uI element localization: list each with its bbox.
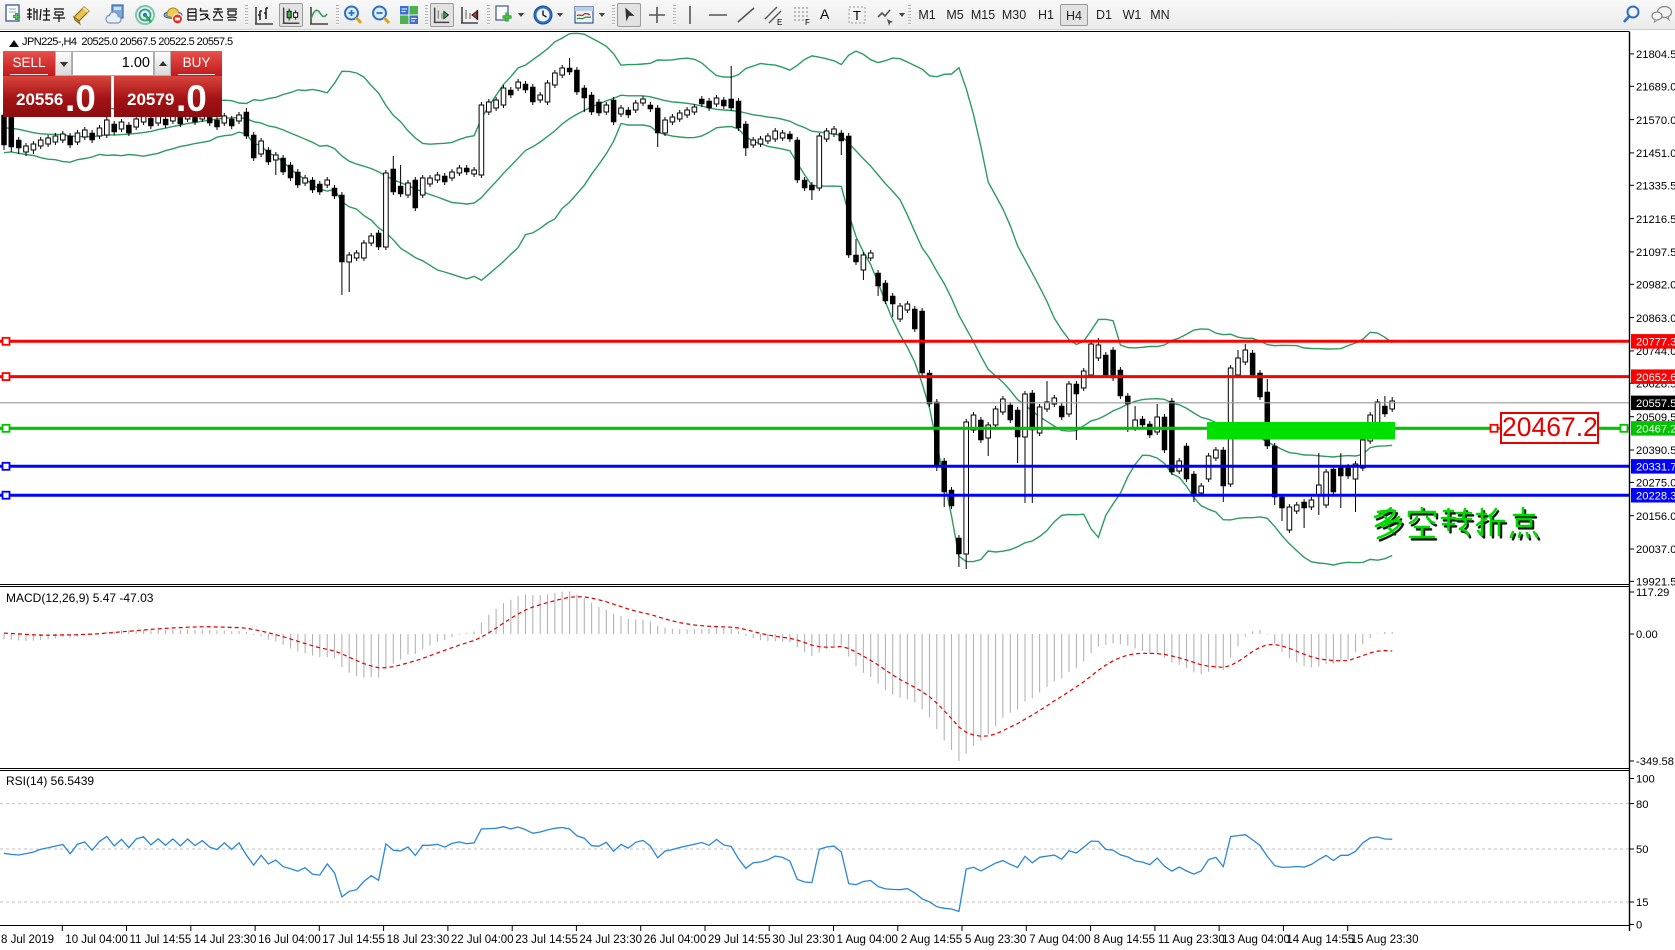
svg-text:22 Jul 04:00: 22 Jul 04:00: [451, 934, 514, 946]
svg-text:20156.0: 20156.0: [1636, 511, 1675, 523]
svg-text:20331.7: 20331.7: [1636, 462, 1675, 474]
svg-text:1 Aug 04:00: 1 Aug 04:00: [837, 934, 898, 946]
svg-text:50: 50: [1636, 844, 1648, 856]
svg-text:20037.0: 20037.0: [1636, 544, 1675, 556]
svg-text:14 Jul 23:30: 14 Jul 23:30: [194, 934, 257, 946]
svg-text:80: 80: [1636, 799, 1648, 811]
svg-text:117.29: 117.29: [1636, 587, 1669, 599]
svg-text:21689.0: 21689.0: [1636, 82, 1675, 94]
svg-text:16 Jul 04:00: 16 Jul 04:00: [258, 934, 321, 946]
svg-text:26 Jul 04:00: 26 Jul 04:00: [644, 934, 707, 946]
svg-text:21804.5: 21804.5: [1636, 49, 1675, 61]
svg-text:21335.5: 21335.5: [1636, 181, 1675, 193]
svg-text:-349.58: -349.58: [1636, 756, 1674, 768]
svg-text:15 Aug 23:30: 15 Aug 23:30: [1351, 934, 1419, 946]
svg-text:5 Aug 23:30: 5 Aug 23:30: [965, 934, 1026, 946]
svg-text:20228.3: 20228.3: [1636, 490, 1675, 502]
svg-text:24 Jul 23:30: 24 Jul 23:30: [579, 934, 642, 946]
svg-text:20557.5: 20557.5: [1636, 398, 1675, 410]
svg-text:20509.5: 20509.5: [1636, 412, 1675, 424]
svg-text:30 Jul 23:30: 30 Jul 23:30: [772, 934, 835, 946]
svg-text:20777.3: 20777.3: [1636, 337, 1675, 349]
svg-text:20652.6: 20652.6: [1636, 372, 1675, 384]
svg-text:15: 15: [1636, 897, 1648, 909]
svg-text:20390.5: 20390.5: [1636, 445, 1675, 457]
svg-text:20275.0: 20275.0: [1636, 478, 1675, 490]
svg-text:20467.2: 20467.2: [1636, 424, 1675, 436]
svg-text:23 Jul 14:55: 23 Jul 14:55: [515, 934, 578, 946]
svg-text:29 Jul 14:55: 29 Jul 14:55: [708, 934, 771, 946]
svg-text:21451.0: 21451.0: [1636, 148, 1675, 160]
svg-text:7 Aug 04:00: 7 Aug 04:00: [1029, 934, 1090, 946]
svg-text:11 Jul 14:55: 11 Jul 14:55: [130, 934, 192, 946]
svg-text:13 Aug 04:00: 13 Aug 04:00: [1222, 934, 1290, 946]
svg-text:E: E: [777, 18, 782, 27]
svg-text:F: F: [805, 18, 810, 27]
svg-text:10 Jul 04:00: 10 Jul 04:00: [65, 934, 128, 946]
svg-text:19921.5: 19921.5: [1636, 577, 1675, 589]
svg-text:14 Aug 14:55: 14 Aug 14:55: [1286, 934, 1354, 946]
svg-text:0.00: 0.00: [1636, 629, 1658, 641]
svg-text:21097.5: 21097.5: [1636, 247, 1675, 259]
svg-text:8 Jul 2019: 8 Jul 2019: [1, 934, 54, 946]
svg-text:21570.0: 21570.0: [1636, 115, 1675, 127]
svg-text:20982.0: 20982.0: [1636, 280, 1675, 292]
svg-text:17 Jul 14:55: 17 Jul 14:55: [322, 934, 385, 946]
svg-text:0: 0: [1636, 920, 1642, 932]
svg-text:2 Aug 14:55: 2 Aug 14:55: [901, 934, 962, 946]
svg-text:20863.0: 20863.0: [1636, 313, 1675, 325]
svg-text:T: T: [853, 8, 861, 23]
svg-text:11 Aug 23:30: 11 Aug 23:30: [1158, 934, 1225, 946]
svg-text:20744.0: 20744.0: [1636, 346, 1675, 358]
svg-text:18 Jul 23:30: 18 Jul 23:30: [387, 934, 450, 946]
svg-text:21216.5: 21216.5: [1636, 214, 1675, 226]
svg-text:8 Aug 14:55: 8 Aug 14:55: [1094, 934, 1155, 946]
svg-text:100: 100: [1636, 774, 1655, 786]
